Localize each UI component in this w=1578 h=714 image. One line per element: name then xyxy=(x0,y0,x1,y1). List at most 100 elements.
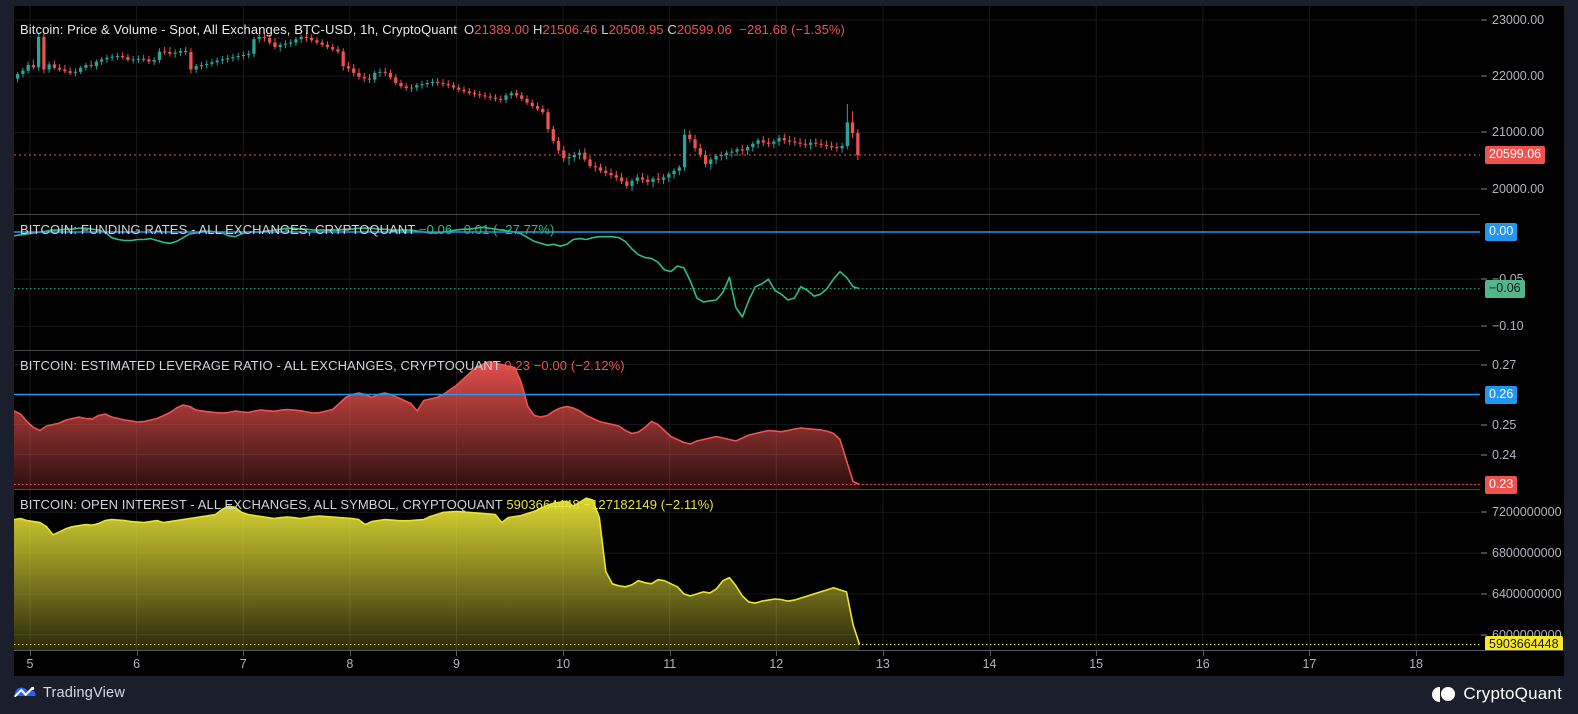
y-axis-tick xyxy=(1481,75,1487,77)
legend-leverage-ratio[interactable]: BITCOIN: ESTIMATED LEVERAGE RATIO - ALL … xyxy=(20,358,625,373)
pane-separator-1[interactable] xyxy=(14,214,1564,215)
y-axis-label: 6400000000 xyxy=(1492,586,1562,601)
x-axis-tick xyxy=(1309,651,1311,656)
cryptoquant-logo-icon xyxy=(1432,686,1456,702)
y-axis-tick xyxy=(1481,131,1487,133)
y-axis-label: 0.27 xyxy=(1492,357,1517,372)
legend-l-label: L xyxy=(601,22,609,37)
x-axis-label: 18 xyxy=(1409,657,1423,671)
tradingview-label: TradingView xyxy=(43,685,125,701)
time-axis[interactable]: 5 6 7 8 9 10 11 12 13 14 15 16 17 18 xyxy=(14,650,1564,676)
y-axis-tick xyxy=(1481,424,1487,425)
x-axis-tick xyxy=(1202,651,1204,656)
funding-rates-svg xyxy=(14,215,1480,350)
y-axis-label: 20000.00 xyxy=(1492,181,1545,196)
x-axis-tick xyxy=(882,651,884,656)
legend-price-title: Bitcoin: Price & Volume - Spot, All Exch… xyxy=(20,22,458,37)
cryptoquant-label: CryptoQuant xyxy=(1463,684,1562,703)
y-axis-reference-badge[interactable]: 0.26 xyxy=(1485,385,1518,404)
x-axis-label: 8 xyxy=(346,657,354,671)
x-axis-label: 11 xyxy=(663,657,677,671)
y-axis-tick xyxy=(1481,188,1487,190)
x-axis-tick xyxy=(29,651,31,656)
legend-o-label: O xyxy=(464,22,475,37)
pane-separator-2[interactable] xyxy=(14,350,1564,351)
y-axis-tick xyxy=(1481,634,1487,636)
x-axis-tick xyxy=(456,651,458,656)
tradingview-logo-icon xyxy=(14,686,36,698)
x-axis-tick xyxy=(669,651,671,656)
x-axis-tick xyxy=(1416,651,1418,656)
legend-leverage-title: BITCOIN: ESTIMATED LEVERAGE RATIO - ALL … xyxy=(20,358,501,373)
y-axis-tick xyxy=(1481,278,1487,280)
x-axis-tick xyxy=(349,651,351,656)
x-axis-tick xyxy=(563,651,565,656)
legend-open-interest[interactable]: BITCOIN: OPEN INTEREST - ALL EXCHANGES, … xyxy=(20,497,714,512)
legend-leverage-change: −0.00 xyxy=(533,358,568,373)
cryptoquant-brand[interactable]: CryptoQuant xyxy=(1432,684,1562,704)
legend-c-value: 20599.06 xyxy=(676,22,732,37)
chart-stage[interactable]: Bitcoin: Price & Volume - Spot, All Exch… xyxy=(14,6,1564,676)
y-axis-tick xyxy=(1481,511,1487,513)
x-axis-label: 13 xyxy=(875,657,890,671)
x-axis-label: 5 xyxy=(26,657,34,671)
y-axis-tick xyxy=(1481,454,1487,455)
x-axis-tick xyxy=(243,651,245,656)
legend-oi-change: −127182149 xyxy=(583,497,658,512)
legend-h-value: 21506.46 xyxy=(542,22,598,37)
x-axis-label: 15 xyxy=(1089,657,1104,671)
y-axis-reference-badge[interactable]: 0.00 xyxy=(1485,222,1518,241)
legend-funding-rates[interactable]: BITCOIN: FUNDING RATES - ALL EXCHANGES, … xyxy=(20,222,554,237)
legend-funding-title: BITCOIN: FUNDING RATES - ALL EXCHANGES, … xyxy=(20,222,416,237)
x-axis-label: 6 xyxy=(133,657,141,671)
legend-c-label: C xyxy=(667,22,677,37)
footer-bar: TradingView CryptoQuant xyxy=(0,676,1578,714)
y-axis-label: 0.24 xyxy=(1492,447,1517,462)
x-axis-label: 9 xyxy=(452,657,460,671)
y-axis-label: 21000.00 xyxy=(1492,125,1545,140)
y-axis-label: −0.10 xyxy=(1492,319,1524,334)
x-axis-label: 17 xyxy=(1302,657,1317,671)
pane-separator-3[interactable] xyxy=(14,489,1564,490)
y-axis-label: 22000.00 xyxy=(1492,69,1545,84)
legend-funding-change-pct: (−27.77%) xyxy=(493,222,555,237)
x-axis-tick xyxy=(776,651,778,656)
y-axis-label: 7200000000 xyxy=(1492,505,1562,520)
legend-price-change-pct: (−1.35%) xyxy=(791,22,845,37)
x-axis-tick xyxy=(989,651,991,656)
y-axis-tick xyxy=(1481,593,1487,595)
price-axis[interactable]: 23000.00 22000.00 21000.00 20000.00 20599.06… xyxy=(1480,6,1564,676)
y-axis-last-value-badge[interactable]: 0.23 xyxy=(1485,475,1518,494)
legend-oi-value: 5903664448 xyxy=(506,497,580,512)
pane-leverage-ratio[interactable] xyxy=(14,351,1480,489)
leverage-ratio-svg xyxy=(14,351,1480,489)
x-axis-label: 10 xyxy=(556,657,571,671)
price-candles-svg xyxy=(14,6,1480,214)
x-axis-label: 14 xyxy=(982,657,997,671)
legend-l-value: 20508.95 xyxy=(608,22,664,37)
legend-funding-change: −0.01 xyxy=(456,222,490,237)
tradingview-brand[interactable]: TradingView xyxy=(14,685,125,701)
legend-price-change: −281.68 xyxy=(739,22,788,37)
y-axis-tick xyxy=(1481,19,1487,21)
y-axis-last-value-badge[interactable]: 5903664448 xyxy=(1485,635,1563,654)
x-axis-label: 16 xyxy=(1195,657,1210,671)
legend-leverage-value: 0.23 xyxy=(504,358,530,373)
y-axis-tick xyxy=(1481,325,1487,327)
y-axis-last-value-badge[interactable]: −0.06 xyxy=(1485,279,1525,298)
legend-price[interactable]: Bitcoin: Price & Volume - Spot, All Exch… xyxy=(20,22,845,37)
y-axis-last-value-badge[interactable]: 20599.06 xyxy=(1485,146,1546,165)
x-axis-label: 7 xyxy=(239,657,247,671)
y-axis-tick xyxy=(1481,552,1487,554)
y-axis-label: 23000.00 xyxy=(1492,13,1545,28)
legend-h-label: H xyxy=(532,22,543,37)
legend-leverage-change-pct: (−2.12%) xyxy=(570,358,625,373)
legend-oi-title: BITCOIN: OPEN INTEREST - ALL EXCHANGES, … xyxy=(20,497,503,512)
y-axis-tick xyxy=(1481,364,1487,365)
legend-funding-value: −0.06 xyxy=(418,222,453,237)
pane-price[interactable] xyxy=(14,6,1480,214)
x-axis-tick xyxy=(1096,651,1098,656)
pane-open-interest[interactable] xyxy=(14,490,1480,650)
pane-funding-rates[interactable] xyxy=(14,215,1480,350)
